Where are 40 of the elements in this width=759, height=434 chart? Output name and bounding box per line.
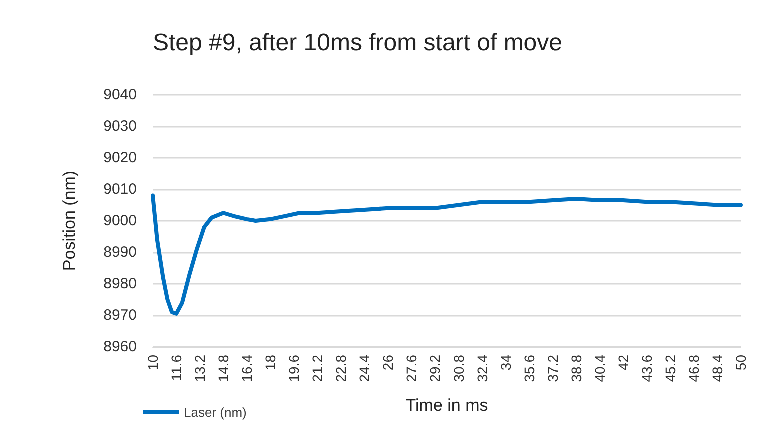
x-tick-label: 26 xyxy=(380,354,396,371)
x-tick-label: 27.6 xyxy=(404,354,420,382)
x-tick-label: 18 xyxy=(262,354,279,371)
y-axis-title: Position (nm) xyxy=(60,170,79,272)
y-tick-label: 8980 xyxy=(104,276,137,292)
x-tick-label: 32.4 xyxy=(474,354,490,382)
y-tick-label: 9040 xyxy=(104,86,137,104)
x-axis-title: Time in ms xyxy=(406,396,488,415)
x-tick-label: 11.6 xyxy=(168,354,185,382)
x-tick-label: 29.2 xyxy=(427,354,444,382)
x-tick-label: 37.2 xyxy=(544,354,561,382)
x-tick-label: 16.4 xyxy=(239,354,256,382)
x-tick-label: 34 xyxy=(498,354,514,371)
x-tick-label: 45.2 xyxy=(662,354,678,382)
x-tick-label: 35.6 xyxy=(521,354,538,382)
line-series xyxy=(151,194,743,316)
x-tick-label: 46.8 xyxy=(686,354,702,382)
x-tick-label: 42 xyxy=(615,354,632,371)
chart-title: Step #9, after 10ms from start of move xyxy=(153,30,562,56)
y-tick-label: 8960 xyxy=(104,338,137,356)
x-tick-label: 10 xyxy=(145,354,161,371)
x-tick-label: 40.4 xyxy=(592,354,608,382)
x-tick-label: 14.8 xyxy=(216,354,232,382)
y-tick-label: 8970 xyxy=(104,307,137,324)
legend-label: Laser (nm) xyxy=(184,405,247,420)
x-tick-label: 50 xyxy=(733,354,749,371)
x-tick-label: 21.2 xyxy=(310,354,326,382)
x-tick-label: 43.6 xyxy=(638,354,655,382)
y-tick-label: 9010 xyxy=(104,181,137,198)
x-tick-label: 38.8 xyxy=(568,354,584,382)
x-tick-label: 30.8 xyxy=(450,354,467,382)
x-tick-label: 13.2 xyxy=(192,354,208,382)
y-tick-label: 9000 xyxy=(104,212,137,230)
x-tick-label: 48.4 xyxy=(709,354,726,382)
y-tick-label: 9020 xyxy=(104,150,137,166)
x-tick-label: 24.4 xyxy=(356,354,373,382)
y-tick-label: 8990 xyxy=(104,244,137,261)
x-tick-label: 22.8 xyxy=(333,354,350,382)
x-tick-label: 19.6 xyxy=(286,354,302,382)
y-tick-label: 9030 xyxy=(104,118,137,135)
